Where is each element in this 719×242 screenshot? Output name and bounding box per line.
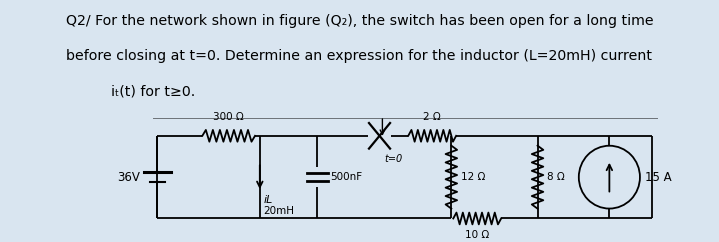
Text: before closing at t=0. Determine an expression for the inductor (L=20mH) current: before closing at t=0. Determine an expr…: [66, 49, 652, 63]
Text: 36V: 36V: [117, 171, 140, 184]
Text: t=0: t=0: [385, 153, 403, 164]
Text: 300 Ω: 300 Ω: [214, 112, 244, 122]
Text: iₜ(t) for t≥0.: iₜ(t) for t≥0.: [111, 85, 196, 99]
Text: 2 Ω: 2 Ω: [423, 112, 441, 122]
Text: 10 Ω: 10 Ω: [465, 230, 490, 240]
Text: Q2/ For the network shown in figure (Q₂), the switch has been open for a long ti: Q2/ For the network shown in figure (Q₂)…: [65, 14, 654, 28]
Text: 8 Ω: 8 Ω: [547, 172, 565, 182]
Text: 12 Ω: 12 Ω: [461, 172, 485, 182]
Text: 20mH: 20mH: [264, 206, 295, 216]
Text: 500nF: 500nF: [331, 172, 363, 182]
Text: 15 A: 15 A: [645, 171, 672, 184]
Text: iL: iL: [264, 195, 273, 205]
